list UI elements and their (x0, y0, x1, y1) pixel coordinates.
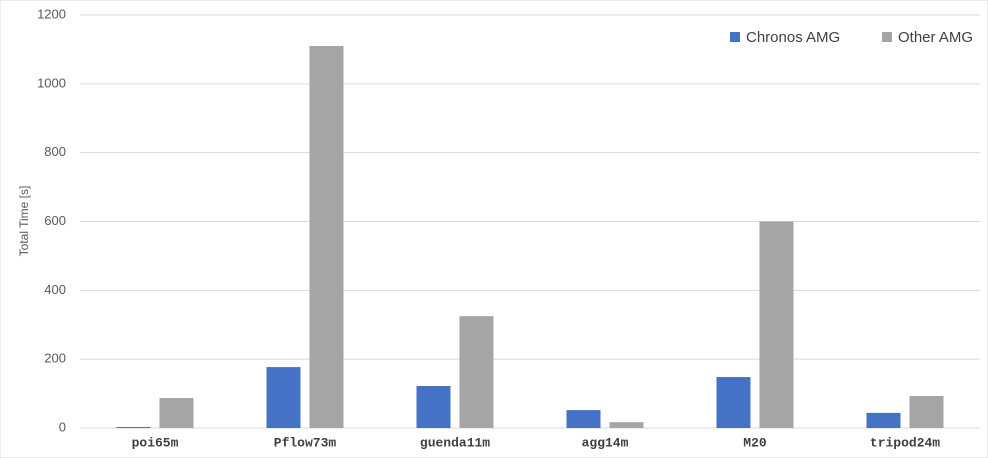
bar (116, 426, 151, 428)
x-tick-label: Pflow73m (274, 435, 337, 450)
bar (459, 316, 494, 428)
legend-swatch (730, 32, 740, 42)
legend-label: Chronos AMG (746, 29, 840, 46)
x-tick-label: tripod24m (870, 435, 940, 450)
y-tick-label: 0 (59, 419, 66, 434)
bar (309, 45, 344, 428)
y-tick-label: 800 (44, 144, 66, 159)
y-tick-label: 1200 (37, 6, 66, 21)
bar (909, 395, 944, 428)
y-tick-label: 200 (44, 351, 66, 366)
x-tick-label: guenda11m (420, 435, 490, 450)
y-tick-label: 1000 (37, 75, 66, 90)
bar (866, 412, 901, 428)
bar (609, 422, 644, 428)
y-axis-label: Total Time [s] (17, 186, 31, 257)
bar (759, 221, 794, 428)
bar (159, 398, 194, 428)
x-tick-label: poi65m (132, 435, 179, 450)
bar (566, 410, 601, 428)
y-tick-label: 400 (44, 282, 66, 297)
bar (416, 386, 451, 428)
y-tick-label: 600 (44, 213, 66, 228)
bar (266, 367, 301, 428)
x-tick-label: agg14m (582, 435, 629, 450)
bar (716, 377, 751, 428)
legend-swatch (882, 32, 892, 42)
x-tick-label: M20 (743, 435, 767, 450)
legend-label: Other AMG (898, 29, 973, 46)
